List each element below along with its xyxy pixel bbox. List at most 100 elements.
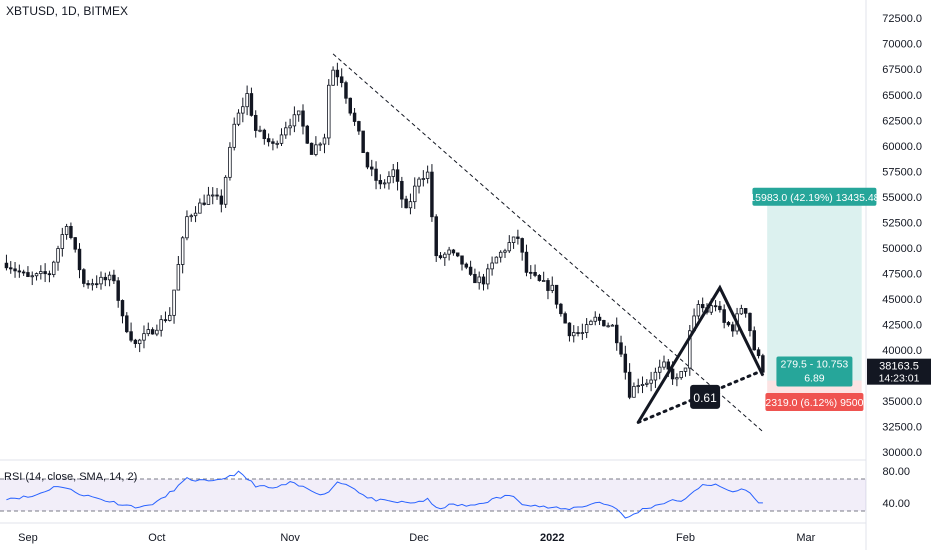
symbol-legend[interactable]: XBTUSD, 1D, BITMEX xyxy=(6,4,129,18)
candle-body xyxy=(223,176,228,205)
candle-body xyxy=(198,202,202,214)
candle xyxy=(9,261,13,274)
candle-body xyxy=(541,280,546,282)
candle xyxy=(137,338,142,353)
candle-body xyxy=(318,143,322,146)
candle xyxy=(335,62,340,86)
candle-body xyxy=(26,272,30,277)
candle-body xyxy=(481,276,486,285)
candle xyxy=(722,304,726,329)
candle-body xyxy=(262,129,267,140)
candle-body xyxy=(507,242,512,252)
candle-body xyxy=(374,168,378,181)
candle-body xyxy=(314,144,318,155)
rsi-axis[interactable]: 80.00 40.00 xyxy=(882,466,910,510)
candle-body xyxy=(743,308,748,314)
candle xyxy=(327,79,331,146)
candle-body xyxy=(352,112,357,122)
candle xyxy=(150,327,155,335)
candle-body xyxy=(309,142,314,155)
candle-body xyxy=(189,215,193,218)
candle xyxy=(713,300,718,312)
candle-body xyxy=(443,253,447,259)
candle-body xyxy=(331,69,335,86)
candle xyxy=(69,222,73,240)
candle xyxy=(718,301,722,313)
candle xyxy=(86,280,90,289)
candle xyxy=(365,151,370,170)
candle-body xyxy=(395,169,400,182)
candle xyxy=(675,373,679,387)
candle-body xyxy=(756,349,761,357)
candle-body xyxy=(713,305,718,308)
candle xyxy=(619,335,623,358)
candle-body xyxy=(335,69,340,78)
candle xyxy=(541,271,546,282)
candle-body xyxy=(726,322,731,326)
candle-body xyxy=(39,271,43,275)
price-tick-label: 67500.0 xyxy=(882,64,922,76)
candle-body xyxy=(464,263,469,268)
price-tick-label: 42500.0 xyxy=(882,319,922,331)
candle xyxy=(679,371,683,380)
candle-body xyxy=(129,331,133,341)
candle-body xyxy=(524,251,529,273)
candle-body xyxy=(391,169,395,177)
candle xyxy=(26,266,30,278)
candle xyxy=(421,170,426,187)
time-axis[interactable]: Sep Oct Nov Dec 2022 Feb Mar xyxy=(18,532,815,544)
candle-body xyxy=(365,152,370,168)
candle xyxy=(567,322,572,342)
price-tick-label: 35000.0 xyxy=(882,396,922,408)
candle xyxy=(511,236,516,249)
candle xyxy=(400,176,404,208)
candle xyxy=(425,165,430,184)
candle xyxy=(653,367,658,388)
candle xyxy=(17,264,22,278)
candle xyxy=(743,307,748,318)
candle-body xyxy=(563,313,567,324)
long-position-tool[interactable]: 15983.0 (42.19%) 13435.48 2319.0 (6.12%) … xyxy=(749,187,880,412)
candle-body xyxy=(666,361,671,370)
price-axis[interactable]: 72500.0 70000.0 67500.0 65000.0 62500.0 60000… xyxy=(867,13,931,459)
candle xyxy=(253,110,258,138)
price-tick-label: 65000.0 xyxy=(882,90,922,102)
candle-body xyxy=(627,371,632,398)
candle-body xyxy=(554,284,559,305)
candle xyxy=(537,273,542,282)
candle xyxy=(580,323,585,340)
candle xyxy=(73,237,77,253)
candle-body xyxy=(640,383,645,386)
candle-body xyxy=(378,179,383,185)
price-tick-label: 40000.0 xyxy=(882,345,922,357)
candles-layer xyxy=(4,62,765,400)
candle-body xyxy=(516,236,520,239)
price-tick-label: 50000.0 xyxy=(882,243,922,255)
candle xyxy=(589,319,593,326)
candle-body xyxy=(60,234,65,249)
candle xyxy=(494,256,499,264)
drawings-layer[interactable]: 0.61 xyxy=(332,53,765,432)
candle xyxy=(13,261,17,278)
candle xyxy=(726,320,731,327)
candle xyxy=(245,85,249,116)
candle xyxy=(4,254,9,271)
candle-body xyxy=(722,309,726,323)
candle xyxy=(60,227,65,257)
candle-body xyxy=(146,329,151,335)
candle xyxy=(30,271,34,286)
candle-body xyxy=(718,305,722,311)
candle xyxy=(391,163,395,184)
candle-body xyxy=(679,371,683,379)
candle xyxy=(443,252,447,266)
candle xyxy=(357,120,361,135)
candle xyxy=(533,264,537,278)
rsi-legend[interactable]: RSI (14, close, SMA, 14, 2) xyxy=(4,471,138,483)
last-price-label: 38163.5 xyxy=(879,361,919,373)
candle xyxy=(155,324,159,337)
candle xyxy=(636,378,640,394)
price-tick-label: 45000.0 xyxy=(882,294,922,306)
candle-body xyxy=(215,194,219,197)
candle xyxy=(275,140,279,149)
